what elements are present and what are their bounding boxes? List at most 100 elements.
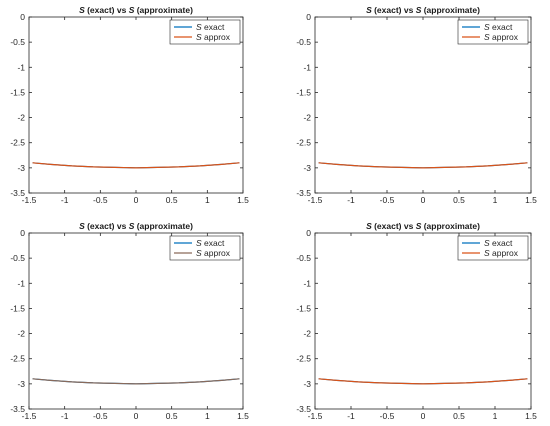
- title-part4: (approximate): [421, 221, 480, 231]
- y-tick-label: -0.5: [10, 37, 25, 47]
- y-tick-label: 0: [306, 12, 311, 22]
- title-part3: S: [129, 221, 135, 231]
- x-tick-label: 1.5: [237, 195, 249, 205]
- x-tick-label: 1: [205, 195, 210, 205]
- x-tick-label: 1.5: [525, 411, 537, 421]
- legend-entry-symbol: S: [484, 32, 490, 42]
- y-tick-label: -3.5: [10, 188, 25, 198]
- subplot-4: -1.5 -1 -0.5 0 0.5 1 1.5 0 -0.5 -1 -1.5 -2 -2.5 -3 -3.…: [296, 221, 537, 421]
- legend-entry: S exact: [484, 22, 513, 32]
- y-tick-label: -1: [17, 278, 25, 288]
- title-part1: S: [79, 221, 85, 231]
- y-tick-label: -0.5: [10, 253, 25, 263]
- y-tick-label: -0.5: [296, 253, 311, 263]
- series-line-s-approx: [32, 162, 240, 169]
- legend-box: [169, 235, 241, 261]
- x-tick-label: -1.5: [308, 411, 323, 421]
- legend-entry: S approx: [484, 32, 519, 42]
- title-part2: (exact) vs: [85, 221, 129, 231]
- x-tick-label: 1: [205, 411, 210, 421]
- y-tick-label: -2.5: [296, 138, 311, 148]
- y-tick-label: -2: [17, 329, 25, 339]
- subplot-3: -1.5 -1 -0.5 0 0.5 1 1.5 0 -0.5 -1 -1.5 -2 -2.5 -3 -3.…: [10, 221, 249, 421]
- legend-box: [169, 19, 241, 45]
- legend-entry-symbol: S: [196, 22, 202, 32]
- legend-entry-symbol: S: [196, 238, 202, 248]
- y-tick-label: -1.5: [10, 303, 25, 313]
- x-tick-label: 0: [134, 195, 139, 205]
- legend-entry-symbol: S: [196, 32, 202, 42]
- y-tick-label: -3.5: [10, 404, 25, 414]
- legend-entry: S approx: [196, 32, 231, 42]
- legend-entry-label: approx: [490, 248, 519, 258]
- legend-entry-label: exact: [490, 22, 513, 32]
- y-tick-label: -1.5: [10, 87, 25, 97]
- legend-entry-symbol: S: [484, 22, 490, 32]
- y-tick-label: -3: [303, 163, 311, 173]
- legend-entry: S exact: [196, 238, 225, 248]
- title-part2: (exact) vs: [372, 5, 416, 15]
- x-tick-label: 0: [134, 411, 139, 421]
- y-tick-label: -2.5: [10, 138, 25, 148]
- y-tick-label: -3.5: [296, 404, 311, 414]
- y-tick-label: 0: [20, 228, 25, 238]
- y-tick-label: 0: [306, 228, 311, 238]
- title-part4: (approximate): [134, 5, 193, 15]
- x-tick-label: 0.5: [453, 411, 465, 421]
- chart-title: S (exact) vs S (approximate): [79, 221, 193, 231]
- title-part3: S: [416, 221, 422, 231]
- x-tick-label: 0.5: [166, 411, 178, 421]
- x-tick-label: -1: [347, 195, 355, 205]
- x-tick-label: -0.5: [93, 411, 108, 421]
- y-tick-label: 0: [20, 12, 25, 22]
- legend-entry: S exact: [484, 238, 513, 248]
- series-line-s-approx: [318, 378, 528, 385]
- x-tick-label: 0: [421, 195, 426, 205]
- x-tick-label: 1.5: [525, 195, 537, 205]
- title-part2: (exact) vs: [85, 5, 129, 15]
- y-tick-label: -2.5: [10, 354, 25, 364]
- legend-entry-label: exact: [202, 22, 225, 32]
- x-tick-label: -1: [61, 195, 69, 205]
- chart-title: S (exact) vs S (approximate): [366, 221, 480, 231]
- title-part2: (exact) vs: [372, 221, 416, 231]
- x-tick-label: -0.5: [93, 195, 108, 205]
- x-tick-label: -0.5: [380, 411, 395, 421]
- title-part4: (approximate): [134, 221, 193, 231]
- chart-title: S (exact) vs S (approximate): [366, 5, 480, 15]
- y-tick-label: -3: [17, 163, 25, 173]
- title-part1: S: [366, 5, 372, 15]
- title-part4: (approximate): [421, 5, 480, 15]
- x-tick-label: -1: [347, 411, 355, 421]
- y-tick-label: -2: [303, 329, 311, 339]
- title-part1: S: [366, 221, 372, 231]
- y-tick-label: -1.5: [296, 87, 311, 97]
- x-tick-label: 0: [421, 411, 426, 421]
- y-tick-label: -3.5: [296, 188, 311, 198]
- chart-title: S (exact) vs S (approximate): [79, 5, 193, 15]
- y-tick-label: -1: [303, 62, 311, 72]
- x-tick-label: 0.5: [166, 195, 178, 205]
- legend-entry: S exact: [196, 22, 225, 32]
- legend-entry-label: exact: [490, 238, 513, 248]
- legend-entry-symbol: S: [196, 248, 202, 258]
- title-part3: S: [416, 5, 422, 15]
- legend-entry-symbol: S: [484, 238, 490, 248]
- y-tick-label: -0.5: [296, 37, 311, 47]
- y-tick-label: -2.5: [296, 354, 311, 364]
- legend-box: [457, 235, 529, 261]
- subplot-1: -1.5 -1 -0.5 0 0.5 1 1.5 0 -0.5 -1 -1.5 -2 -2.5 -3 -3.…: [10, 5, 249, 205]
- legend-entry: S approx: [196, 248, 231, 258]
- y-tick-label: -2: [17, 113, 25, 123]
- legend-entry-label: approx: [202, 32, 231, 42]
- legend-box: [457, 19, 529, 45]
- legend-entry: S approx: [484, 248, 519, 258]
- x-tick-label: -1: [61, 411, 69, 421]
- y-tick-label: -3: [17, 379, 25, 389]
- x-tick-label: -1.5: [22, 411, 37, 421]
- x-tick-label: -1.5: [308, 195, 323, 205]
